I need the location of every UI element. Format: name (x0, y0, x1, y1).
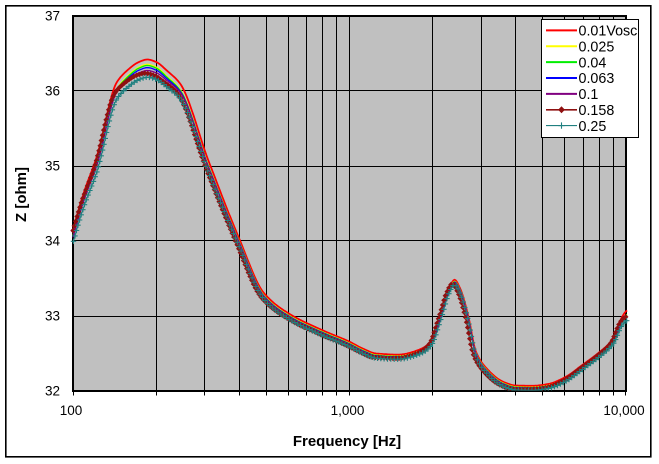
svg-text:100: 100 (60, 403, 83, 418)
svg-text:33: 33 (45, 309, 60, 324)
svg-text:Frequency [Hz]: Frequency [Hz] (293, 433, 401, 450)
svg-text:1,000: 1,000 (331, 403, 365, 418)
svg-text:0.25: 0.25 (579, 119, 607, 135)
svg-text:0.04: 0.04 (579, 55, 607, 71)
svg-text:0.01Vosc: 0.01Vosc (579, 24, 638, 40)
svg-text:34: 34 (45, 234, 61, 249)
svg-text:0.025: 0.025 (579, 40, 615, 56)
svg-text:0.158: 0.158 (579, 103, 615, 119)
svg-text:35: 35 (45, 159, 60, 174)
svg-text:32: 32 (45, 384, 60, 399)
svg-text:36: 36 (45, 84, 60, 99)
svg-text:37: 37 (45, 9, 60, 24)
svg-text:10,000: 10,000 (603, 403, 644, 418)
svg-text:Z [ohm]: Z [ohm] (13, 167, 30, 222)
svg-text:0.063: 0.063 (579, 71, 615, 87)
svg-text:0.1: 0.1 (579, 87, 599, 103)
